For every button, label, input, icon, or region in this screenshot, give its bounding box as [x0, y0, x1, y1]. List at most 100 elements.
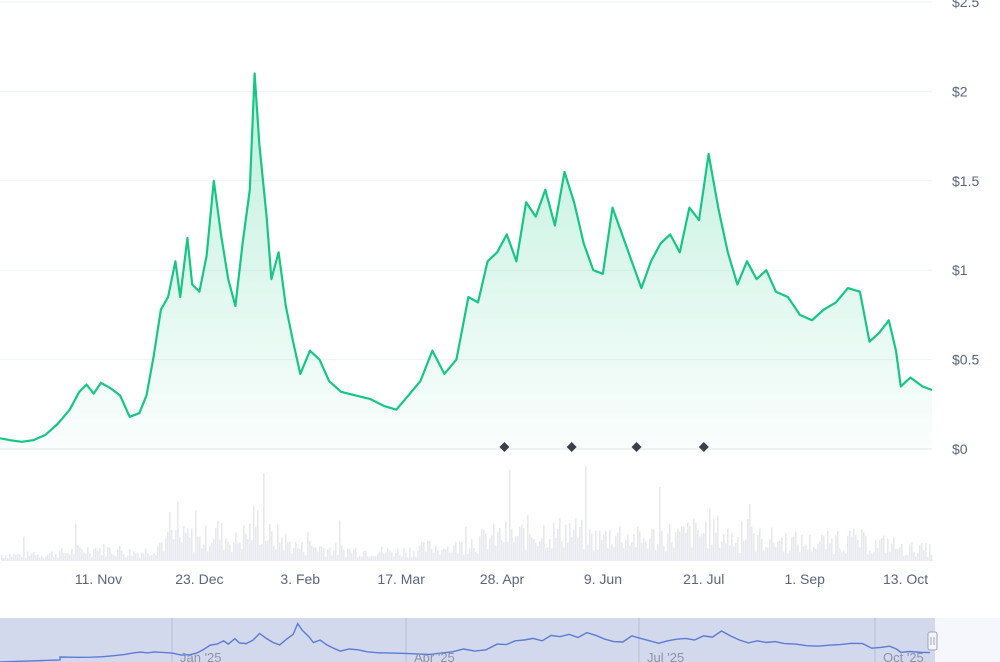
x-tick-label: 28. Apr: [480, 571, 525, 587]
volume-bar: [133, 551, 135, 561]
volume-bar: [75, 523, 77, 561]
navigator-label: Jul '25: [647, 650, 684, 662]
volume-bar: [929, 544, 931, 561]
volume-bar: [287, 542, 289, 561]
volume-bar: [915, 556, 917, 561]
volume-bar: [45, 556, 47, 561]
volume-bar: [443, 548, 445, 561]
volume-bar: [799, 552, 801, 561]
volume-bar: [731, 533, 733, 561]
volume-bar: [291, 553, 293, 561]
volume-bar: [237, 543, 239, 561]
volume-bar: [221, 522, 223, 561]
volume-bar: [773, 542, 775, 561]
volume-bar: [787, 553, 789, 561]
event-marker-icon[interactable]: [698, 442, 709, 452]
volume-bar: [59, 551, 61, 561]
volume-bar: [289, 541, 291, 561]
volume-bar: [813, 547, 815, 561]
volume-bar: [137, 552, 139, 561]
volume-bar: [413, 550, 415, 561]
volume-bar: [307, 532, 309, 561]
navigator-label: Apr '25: [414, 650, 455, 662]
event-marker-icon[interactable]: [499, 442, 510, 452]
volume-bar: [899, 547, 901, 561]
volume-bar: [239, 542, 241, 561]
volume-bar: [835, 535, 837, 561]
volume-bar: [245, 533, 247, 561]
volume-bar: [93, 549, 95, 561]
volume-bar: [875, 540, 877, 561]
volume-bar: [517, 536, 519, 561]
volume-bar: [719, 547, 721, 561]
volume-bar: [923, 550, 925, 561]
volume-bar: [61, 548, 63, 561]
volume-bar: [855, 535, 857, 561]
volume-bar: [267, 540, 269, 561]
volume-bar: [317, 551, 319, 561]
event-marker-icon[interactable]: [566, 442, 577, 452]
volume-bar: [921, 543, 923, 561]
volume-bar: [257, 509, 259, 561]
price-line[interactable]: [0, 72, 933, 443]
y-tick-label: $0.5: [952, 352, 979, 368]
volume-bar: [135, 553, 137, 561]
volume-bar: [775, 547, 777, 561]
navigator-right-handle[interactable]: [927, 631, 938, 651]
volume-bar: [127, 555, 129, 561]
volume-bar: [887, 538, 889, 561]
volume-bar: [797, 544, 799, 561]
volume-bar: [429, 540, 431, 561]
volume-bar: [407, 557, 409, 561]
volume-bar: [661, 530, 663, 561]
volume-bar: [35, 555, 37, 561]
x-axis-ticks: 11. Nov 23. Dec 3. Feb 17. Mar 28. Apr 9. Jun…: [75, 571, 928, 587]
volume-bar: [279, 542, 281, 561]
volume-bar: [651, 529, 653, 561]
volume-bar: [251, 540, 253, 561]
volume-bar: [209, 545, 211, 561]
volume-bar: [73, 554, 75, 561]
volume-bar: [737, 537, 739, 561]
volume-bar: [329, 547, 331, 561]
volume-bar: [625, 539, 627, 561]
volume-bar: [487, 549, 489, 561]
event-marker-icon[interactable]: [631, 442, 642, 452]
volume-bar: [809, 535, 811, 561]
range-navigator[interactable]: Jan '25 Apr '25 Jul '25 Oct '25: [0, 618, 1000, 662]
volume-bar: [747, 519, 749, 561]
volume-bar: [247, 538, 249, 561]
volume-bar: [513, 542, 515, 561]
volume-bar: [85, 553, 87, 561]
volume-bar: [895, 548, 897, 561]
volume-bar: [141, 552, 143, 561]
volume-bar: [97, 550, 99, 561]
volume-bar: [491, 535, 493, 561]
volume-bar: [689, 526, 691, 561]
volume-bar: [767, 547, 769, 561]
volume-bar: [51, 551, 53, 561]
volume-bar: [917, 552, 919, 561]
volume-bar: [751, 527, 753, 561]
volume-bar: [43, 557, 45, 561]
volume-bar: [313, 547, 315, 561]
volume-bar: [793, 536, 795, 561]
volume-bar: [515, 536, 517, 561]
volume-bar: [589, 529, 591, 561]
volume-bar: [215, 527, 217, 561]
x-tick-label: 9. Jun: [584, 571, 622, 587]
volume-bar: [783, 551, 785, 561]
volume-bar: [285, 533, 287, 561]
volume-bar: [369, 556, 371, 561]
volume-bar: [619, 526, 621, 561]
volume-bar: [629, 545, 631, 561]
volume-bar: [637, 526, 639, 561]
navigator-line: [0, 622, 931, 662]
volume-bar: [263, 473, 265, 561]
volume-bar: [173, 539, 175, 561]
navigator-selection[interactable]: [0, 618, 935, 662]
price-area-fill: [0, 73, 932, 449]
volume-bar: [123, 554, 125, 561]
